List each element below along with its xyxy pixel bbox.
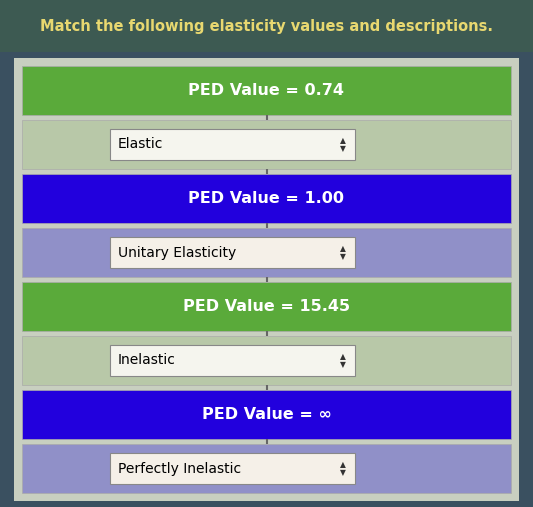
Bar xyxy=(110,129,354,160)
Bar xyxy=(22,174,511,223)
Bar xyxy=(22,390,511,439)
Bar xyxy=(22,336,511,385)
Text: ▼: ▼ xyxy=(340,360,345,369)
Bar xyxy=(22,444,511,493)
Text: PED Value = ∞: PED Value = ∞ xyxy=(201,407,332,422)
Text: ▼: ▼ xyxy=(340,144,345,153)
Text: Unitary Elasticity: Unitary Elasticity xyxy=(118,245,236,260)
Text: Inelastic: Inelastic xyxy=(118,353,176,368)
Bar xyxy=(22,228,511,277)
Bar xyxy=(14,58,519,501)
Text: Match the following elasticity values and descriptions.: Match the following elasticity values an… xyxy=(40,18,493,33)
Text: ▼: ▼ xyxy=(340,468,345,477)
Text: ▲: ▲ xyxy=(340,460,345,469)
Text: ▲: ▲ xyxy=(340,136,345,145)
Text: ▲: ▲ xyxy=(340,244,345,253)
Bar xyxy=(22,282,511,331)
Text: Elastic: Elastic xyxy=(118,137,164,152)
Text: ▲: ▲ xyxy=(340,352,345,361)
Bar xyxy=(110,237,354,268)
Bar xyxy=(110,345,354,376)
Text: PED Value = 15.45: PED Value = 15.45 xyxy=(183,299,350,314)
Text: Perfectly Inelastic: Perfectly Inelastic xyxy=(118,461,241,476)
Text: PED Value = 1.00: PED Value = 1.00 xyxy=(189,191,344,206)
Text: PED Value = 0.74: PED Value = 0.74 xyxy=(189,83,344,98)
Text: ▼: ▼ xyxy=(340,252,345,261)
Bar xyxy=(110,453,354,484)
Bar xyxy=(22,66,511,115)
Bar xyxy=(22,120,511,169)
Bar xyxy=(0,0,533,52)
